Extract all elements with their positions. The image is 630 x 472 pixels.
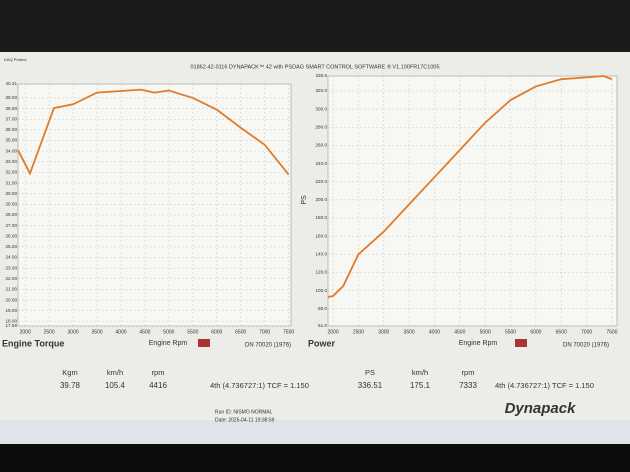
y-tick-label: 61.0 <box>318 323 327 328</box>
readout-header: rpm <box>462 368 475 377</box>
y-tick-label: 36.00 <box>6 127 18 132</box>
y-tick-label: 19.00 <box>6 308 18 313</box>
x-tick-label: 7500 <box>283 329 294 335</box>
y-tick-label: 240.0 <box>316 161 328 166</box>
x-tick-label: 4500 <box>139 329 150 335</box>
x-tick-label: 5500 <box>187 329 198 335</box>
readout-header: Kgm <box>62 368 77 377</box>
x-tick-label: 6000 <box>211 329 222 335</box>
y-tick-label: 23.00 <box>6 265 18 270</box>
readout-header: km/h <box>412 368 428 377</box>
plot-area <box>327 75 618 327</box>
readout-header: km/h <box>107 368 123 377</box>
y-tick-label: 28.00 <box>6 212 18 217</box>
series-line <box>17 88 290 176</box>
readout-value: 105.4 <box>105 381 126 390</box>
dropdown[interactable] <box>198 339 210 347</box>
x-tick-label: 7500 <box>606 329 617 335</box>
x-tick-label: 3000 <box>68 329 79 335</box>
dropdown[interactable] <box>515 339 527 347</box>
run-id: Run ID: NISMO NORMAL <box>215 409 273 415</box>
y-tick-label: 200.0 <box>316 197 328 202</box>
y-tick-label: 34.00 <box>6 148 18 153</box>
y-tick-label: 80.0 <box>318 306 327 311</box>
readout-value: 7333 <box>459 381 477 390</box>
y-tick-label: 160.0 <box>316 233 328 238</box>
plot-area <box>17 83 292 327</box>
y-tick-label: 27.00 <box>6 223 18 228</box>
taskbar <box>0 420 630 444</box>
y-tick-label: 120.0 <box>316 270 328 275</box>
x-tick-label: 4000 <box>115 329 126 335</box>
x-tick-label: 7000 <box>259 329 270 335</box>
x-tick-label: 6500 <box>556 329 567 335</box>
window-title: 01862-42-0116 DYNAPACK™ 42 with PSDAG SM… <box>191 63 440 70</box>
y-tick-label: 40.31 <box>6 81 18 86</box>
note: DN 70020 (1976) <box>245 343 291 349</box>
y-tick-label: 22.00 <box>6 276 18 281</box>
readout-gear: 4th (4.736727:1) TCF = 1.150 <box>495 381 594 390</box>
x-tick-label: 3500 <box>91 329 102 335</box>
x-tick-label: 4500 <box>454 329 465 335</box>
x-axis-label: Engine Rpm <box>149 340 188 347</box>
x-tick-label: 3000 <box>378 329 389 335</box>
x-tick-label: 2000 <box>20 329 31 335</box>
logo: Dynapack <box>505 400 577 417</box>
x-tick-label: 2500 <box>44 329 55 335</box>
x-tick-label: 3500 <box>404 329 415 335</box>
y-tick-label: 39.00 <box>6 95 18 100</box>
readout-header: PS <box>365 368 375 377</box>
y-tick-label: 38.00 <box>6 106 18 111</box>
y-tick-label: 35.00 <box>6 138 18 143</box>
y-tick-label: 24.00 <box>6 255 18 260</box>
y-tick-label: 300.0 <box>316 106 328 111</box>
series-line <box>327 75 613 298</box>
y-tick-label: 30.00 <box>6 191 18 196</box>
readout-header: rpm <box>152 368 165 377</box>
app-label: DAQ Protect <box>4 57 27 62</box>
readout-value: 4416 <box>149 381 167 390</box>
bezel-bottom <box>0 444 630 472</box>
y-tick-label: 17.56 <box>6 323 18 328</box>
x-tick-label: 5000 <box>480 329 491 335</box>
x-tick-label: 2500 <box>353 329 364 335</box>
x-tick-label: 4000 <box>429 329 440 335</box>
y-tick-label: 320.0 <box>316 88 328 93</box>
y-tick-label: 280.0 <box>316 124 328 129</box>
chart-title: Power <box>308 338 336 348</box>
y-tick-label: 220.0 <box>316 179 328 184</box>
x-axis-label: Engine Rpm <box>459 340 498 347</box>
y-tick-label: 20.00 <box>6 297 18 302</box>
readout-value: 336.51 <box>358 381 383 390</box>
y-tick-label: 37.00 <box>6 116 18 121</box>
y-tick-label: 25.00 <box>6 244 18 249</box>
readout-gear: 4th (4.736727:1) TCF = 1.150 <box>210 381 309 390</box>
x-tick-label: 5000 <box>163 329 174 335</box>
y-tick-label: 100.0 <box>316 288 328 293</box>
y-tick-label: 18.00 <box>6 319 18 324</box>
y-tick-label: 33.00 <box>6 159 18 164</box>
y-tick-label: 32.00 <box>6 170 18 175</box>
note: DN 70020 (1976) <box>563 343 609 349</box>
x-tick-label: 2000 <box>328 329 339 335</box>
chart-title: Engine Torque <box>2 338 64 348</box>
y-tick-label: 26.00 <box>6 233 18 238</box>
x-tick-label: 5500 <box>505 329 516 335</box>
x-tick-label: 6000 <box>530 329 541 335</box>
y-tick-label: 260.0 <box>316 143 328 148</box>
y-axis-label: PS <box>301 195 308 205</box>
run-date: Date: 2025-04-11 19:38:59 <box>215 417 275 423</box>
x-tick-label: 6500 <box>235 329 246 335</box>
y-tick-label: 29.00 <box>6 202 18 207</box>
y-tick-label: 21.00 <box>6 287 18 292</box>
readout-value: 39.78 <box>60 381 81 390</box>
x-tick-label: 7000 <box>581 329 592 335</box>
readout-value: 175.1 <box>410 381 431 390</box>
y-tick-label: 180.0 <box>316 215 328 220</box>
y-tick-label: 140.0 <box>316 252 328 257</box>
y-tick-label: 336.5 <box>316 73 328 78</box>
y-tick-label: 31.00 <box>6 180 18 185</box>
